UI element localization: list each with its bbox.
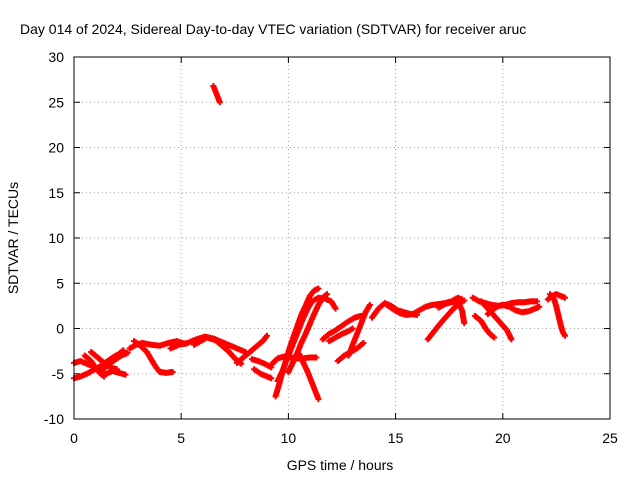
y-tick-label: -5 [52, 366, 65, 382]
series-arc-19 [319, 312, 365, 343]
series-arc-13 [251, 366, 275, 382]
data-point [122, 371, 129, 378]
series-arc-20 [326, 325, 356, 345]
data-point [561, 294, 568, 301]
y-tick-label: 25 [48, 94, 64, 110]
series-arc-05 [98, 349, 131, 374]
series-arc-25 [424, 297, 468, 343]
series-arc-10 [233, 332, 270, 366]
series-arc-26 [435, 298, 468, 327]
y-tick-label: 0 [56, 321, 64, 337]
y-tick-label: 15 [48, 185, 64, 201]
data-point [216, 99, 223, 106]
data-point [101, 373, 108, 380]
data-point [461, 320, 468, 327]
data-point [508, 336, 515, 343]
data-point [349, 325, 356, 332]
y-tick-label: 10 [48, 230, 64, 246]
series-arc-09 [191, 334, 245, 367]
plot-frame [73, 56, 611, 420]
data-point [315, 396, 322, 403]
y-tick-label: -10 [44, 411, 64, 427]
data-point [332, 305, 339, 312]
series-arc-22 [345, 301, 373, 359]
series-arc-07 [131, 338, 176, 376]
x-tick-labels: 0 5 10 15 20 25 [70, 430, 618, 446]
series-arc-18 [296, 350, 322, 403]
data-point [315, 285, 322, 292]
data-point [113, 366, 120, 373]
x-axis-label: GPS time / hours [287, 457, 394, 473]
data-point [491, 334, 498, 341]
y-axis-label: SDTVAR / TECUs [5, 182, 21, 294]
y-tick-label: 20 [48, 140, 64, 156]
data-point [124, 349, 131, 356]
y-tick-label: 5 [56, 275, 64, 291]
series-arc-30 [484, 301, 543, 318]
series-arc-28 [471, 312, 498, 341]
series-arc-17 [268, 353, 320, 368]
x-tick-label: 5 [177, 430, 185, 446]
series-arc-31 [546, 291, 568, 339]
series-arc-11 [210, 82, 223, 106]
y-tick-labels: -10 -5 0 5 10 15 20 25 30 [44, 49, 64, 427]
x-tick-label: 0 [70, 430, 78, 446]
data-point [360, 339, 367, 346]
data-point [263, 332, 270, 339]
x-tick-label: 25 [602, 430, 618, 446]
y-tick-label: 30 [48, 49, 64, 65]
series-arc-29 [478, 298, 515, 343]
data-point [169, 368, 176, 375]
data-point [561, 332, 568, 339]
x-tick-label: 20 [495, 430, 511, 446]
series-arc-32 [544, 291, 568, 303]
x-tick-label: 15 [388, 430, 404, 446]
data-point [461, 297, 468, 304]
data-point [534, 298, 541, 305]
chart-title: Day 014 of 2024, Sidereal Day-to-day VTE… [20, 21, 526, 37]
data-points [71, 82, 568, 403]
data-point [313, 354, 320, 361]
x-tick-label: 10 [281, 430, 297, 446]
data-point [323, 291, 330, 298]
data-point [536, 303, 543, 310]
data-point [268, 375, 275, 382]
series-arc-03 [81, 352, 108, 380]
data-point [366, 301, 373, 308]
